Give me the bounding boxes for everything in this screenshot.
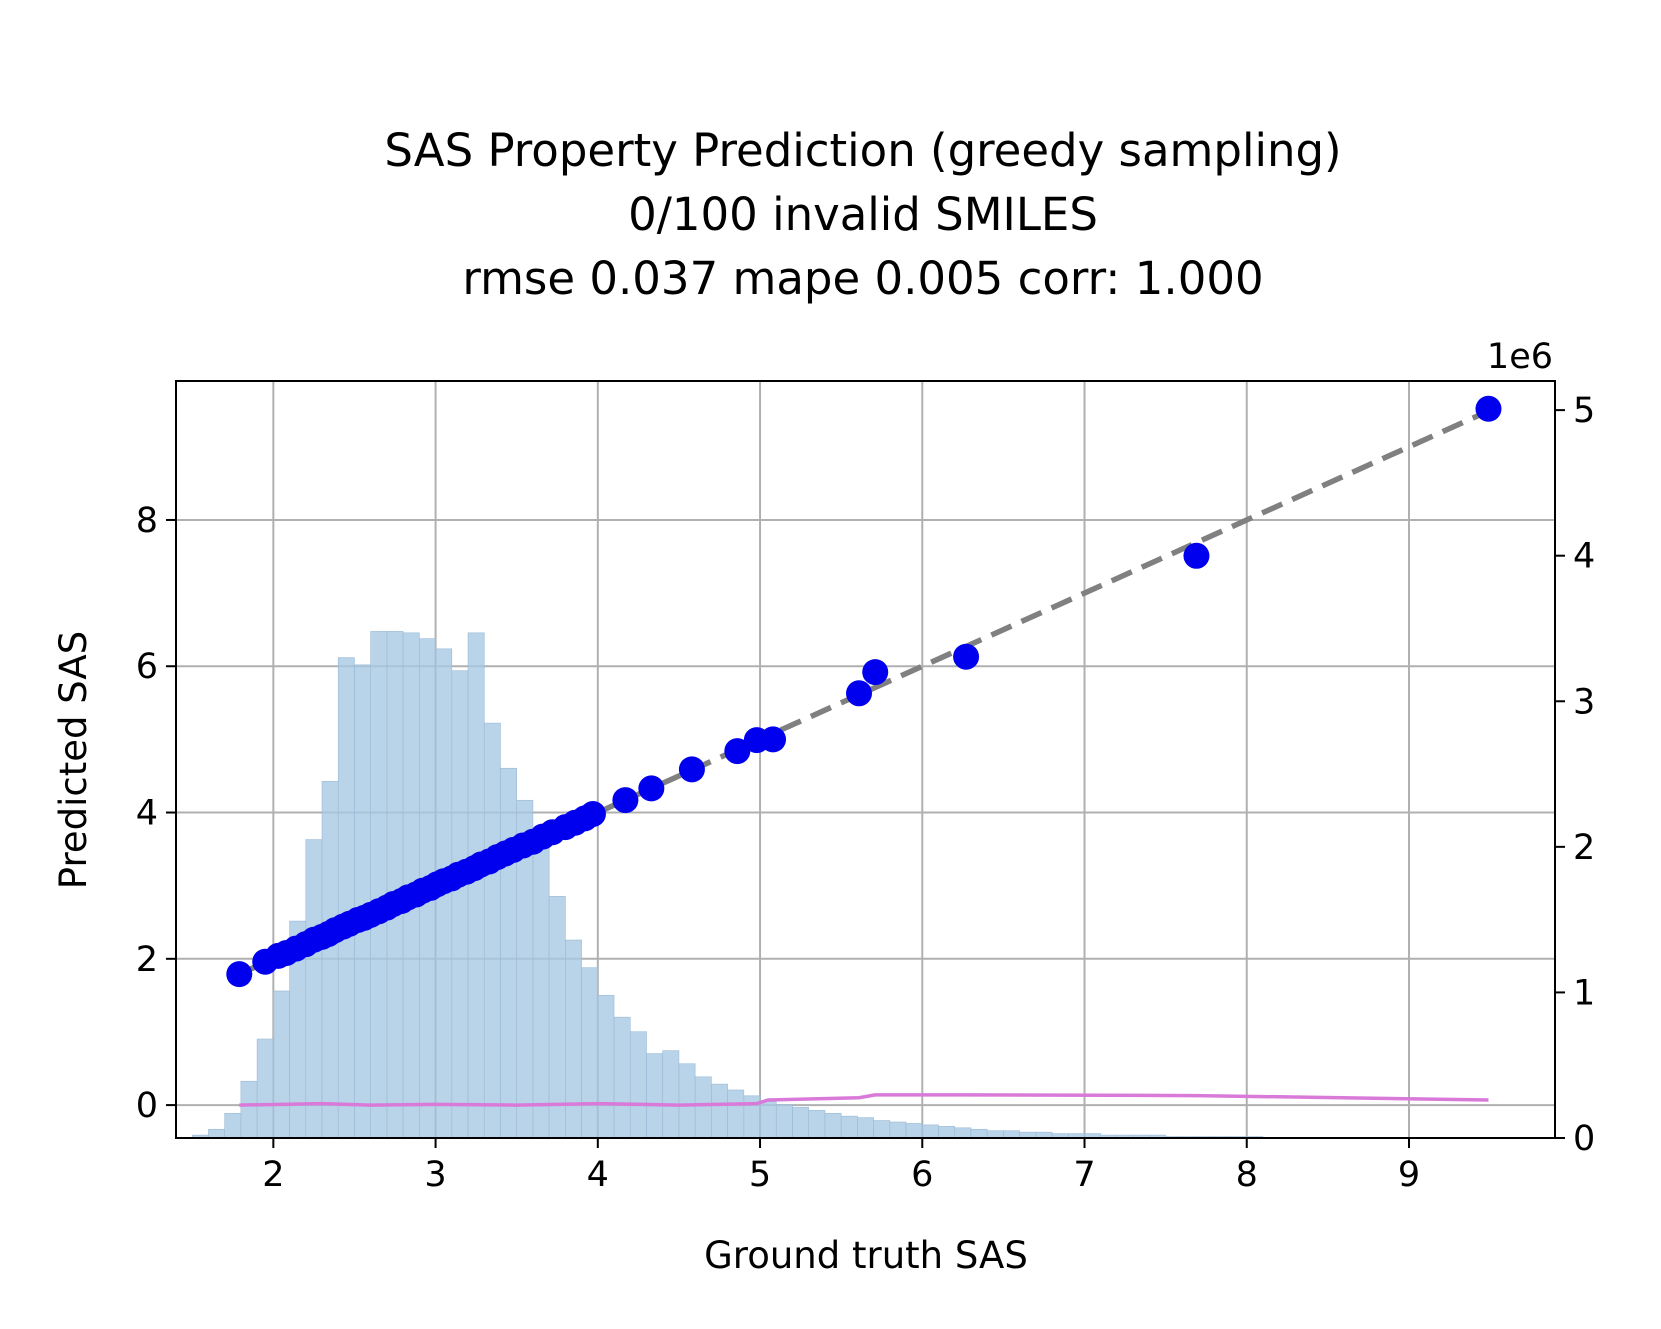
- histogram-bar: [889, 1121, 907, 1139]
- histogram-bar: [857, 1117, 874, 1139]
- histogram-bar: [711, 1083, 728, 1139]
- histogram-bar: [824, 1112, 842, 1139]
- error-line: [239, 1093, 1489, 1107]
- histogram-bar: [273, 990, 290, 1139]
- histogram-bar: [694, 1076, 712, 1139]
- y-axis-label: Predicted SAS: [52, 631, 95, 889]
- scatter-point: [862, 659, 889, 686]
- y2-tick-label: 1: [1573, 973, 1595, 1013]
- chart-title: SAS Property Prediction (greedy sampling…: [384, 124, 1341, 177]
- x-tick-label: 9: [1398, 1155, 1420, 1195]
- x-axis: 2 3 4 5 6 7 8 9: [262, 1138, 1420, 1195]
- histogram-bar: [467, 632, 485, 1139]
- x-axis-label: Ground truth SAS: [704, 1234, 1028, 1277]
- histogram-bar: [565, 939, 582, 1139]
- x-tick-label: 5: [749, 1155, 771, 1195]
- scatter-points: [226, 395, 1502, 988]
- histogram-bar: [662, 1050, 680, 1139]
- x-tick-label: 3: [424, 1155, 446, 1195]
- error-line-group: [239, 1093, 1489, 1107]
- histogram-bar: [646, 1053, 664, 1139]
- histogram-bar: [224, 1112, 242, 1139]
- x-tick-label: 2: [262, 1155, 284, 1195]
- histogram-bar: [483, 722, 501, 1139]
- y2-tick-label: 0: [1573, 1119, 1595, 1159]
- scatter-point: [1183, 542, 1210, 569]
- y-tick-label: 4: [136, 794, 158, 834]
- y2-offset-label: 1e6: [1487, 337, 1553, 377]
- y-tick-label: 2: [136, 940, 158, 980]
- y2-tick-label: 4: [1573, 537, 1595, 577]
- y-tick-label: 0: [136, 1086, 158, 1126]
- histogram-bar: [370, 631, 388, 1139]
- y2-tick-label: 2: [1573, 828, 1595, 868]
- histogram-bar: [386, 631, 404, 1139]
- histogram-bar: [808, 1110, 826, 1139]
- histogram-bar: [759, 1101, 777, 1139]
- histogram-bar: [208, 1128, 225, 1139]
- histogram-bar: [678, 1063, 696, 1139]
- y2-tick-label: 5: [1573, 391, 1595, 431]
- y-axis-right: 0 1 2 3 4 5: [1555, 391, 1595, 1159]
- histogram-bar: [613, 1016, 631, 1139]
- chart-subtitle-metrics: rmse 0.037 mape 0.005 corr: 1.000: [462, 252, 1263, 305]
- scatter-point: [760, 726, 787, 753]
- scatter-point: [226, 961, 253, 988]
- histogram-bar: [240, 1080, 258, 1139]
- histogram-bar: [921, 1124, 939, 1139]
- histogram-bar: [1003, 1130, 1020, 1139]
- x-tick-label: 6: [911, 1155, 933, 1195]
- plot-frame: [175, 380, 1556, 1139]
- y-tick-label: 6: [136, 647, 158, 687]
- histogram-bar: [840, 1115, 858, 1139]
- histogram-bar: [775, 1104, 793, 1139]
- histogram-bar: [792, 1107, 810, 1139]
- y-axis-left: 0 2 4 6 8: [136, 501, 176, 1126]
- histogram-bar: [337, 657, 355, 1139]
- histogram-bar: [305, 839, 323, 1139]
- histogram-bar: [256, 1038, 274, 1139]
- histogram-bar: [581, 967, 599, 1139]
- histogram-bar: [321, 781, 339, 1139]
- histogram-bar: [548, 896, 566, 1139]
- scatter-point: [953, 643, 980, 670]
- histogram-bar: [354, 664, 371, 1139]
- histogram-bar: [451, 670, 469, 1139]
- x-tick-label: 4: [587, 1155, 609, 1195]
- histogram-bar: [986, 1130, 1004, 1139]
- histogram-bar: [500, 767, 517, 1139]
- identity-line: [238, 408, 1490, 977]
- histogram-bar: [873, 1120, 891, 1139]
- scatter-point: [638, 775, 665, 802]
- y2-tick-label: 3: [1573, 682, 1595, 722]
- identity-line-group: [238, 408, 1490, 977]
- chart-subtitle-invalid: 0/100 invalid SMILES: [628, 188, 1098, 241]
- scatter-point: [678, 756, 705, 783]
- scatter-point: [612, 787, 639, 814]
- x-tick-label: 8: [1236, 1155, 1258, 1195]
- y-tick-label: 8: [136, 501, 158, 541]
- scatter-point: [579, 800, 606, 827]
- scatter-point: [846, 680, 873, 707]
- histogram-bar: [629, 1031, 647, 1139]
- histogram-bar: [532, 845, 550, 1139]
- scatter-point: [724, 738, 751, 765]
- histogram-bar: [970, 1128, 988, 1139]
- scatter-point: [1475, 395, 1502, 422]
- plot-area: [175, 380, 1556, 1139]
- histogram-bar: [727, 1089, 745, 1139]
- x-tick-label: 7: [1073, 1155, 1095, 1195]
- histogram-bar: [597, 995, 615, 1139]
- histogram-bar: [938, 1126, 956, 1139]
- histogram-bar: [905, 1123, 923, 1139]
- histogram-bar: [954, 1127, 972, 1139]
